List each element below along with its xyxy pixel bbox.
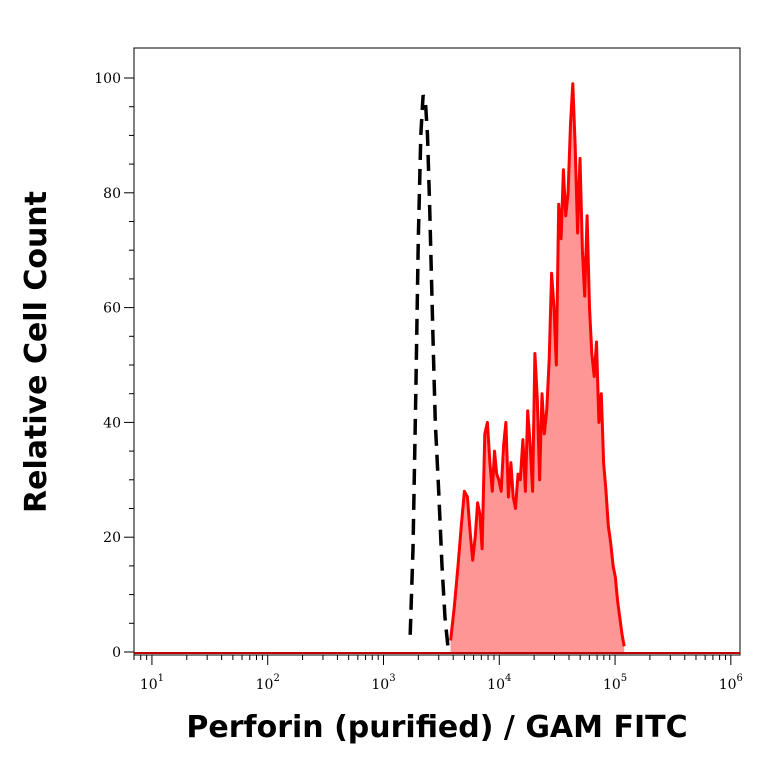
- y-tick-label: 20: [103, 530, 121, 546]
- x-tick-label: 101: [140, 673, 164, 693]
- y-tick-label: 0: [112, 645, 121, 661]
- x-tick-label: 103: [371, 673, 395, 693]
- y-tick-label: 40: [103, 415, 121, 431]
- y-tick-label: 60: [103, 301, 121, 317]
- x-axis-title: Perforin (purified) / GAM FITC: [186, 710, 687, 745]
- x-axis: 101 102 103 104 105 106: [133, 655, 743, 693]
- plot-frame: [133, 47, 741, 656]
- series-1-line: [449, 82, 626, 647]
- y-axis-title: Relative Cell Count: [19, 191, 54, 513]
- x-tick-label: 105: [603, 673, 627, 693]
- x-tick-label: 106: [719, 673, 743, 693]
- y-tick-label: 80: [103, 186, 121, 202]
- x-tick-label: 104: [487, 673, 511, 693]
- plot-series-group: [134, 82, 740, 654]
- x-tick-label: 102: [256, 673, 280, 693]
- y-tick-label: 100: [94, 71, 121, 87]
- series-0-line: [408, 94, 450, 647]
- y-axis: 0 20 40 60 80 100: [94, 71, 134, 661]
